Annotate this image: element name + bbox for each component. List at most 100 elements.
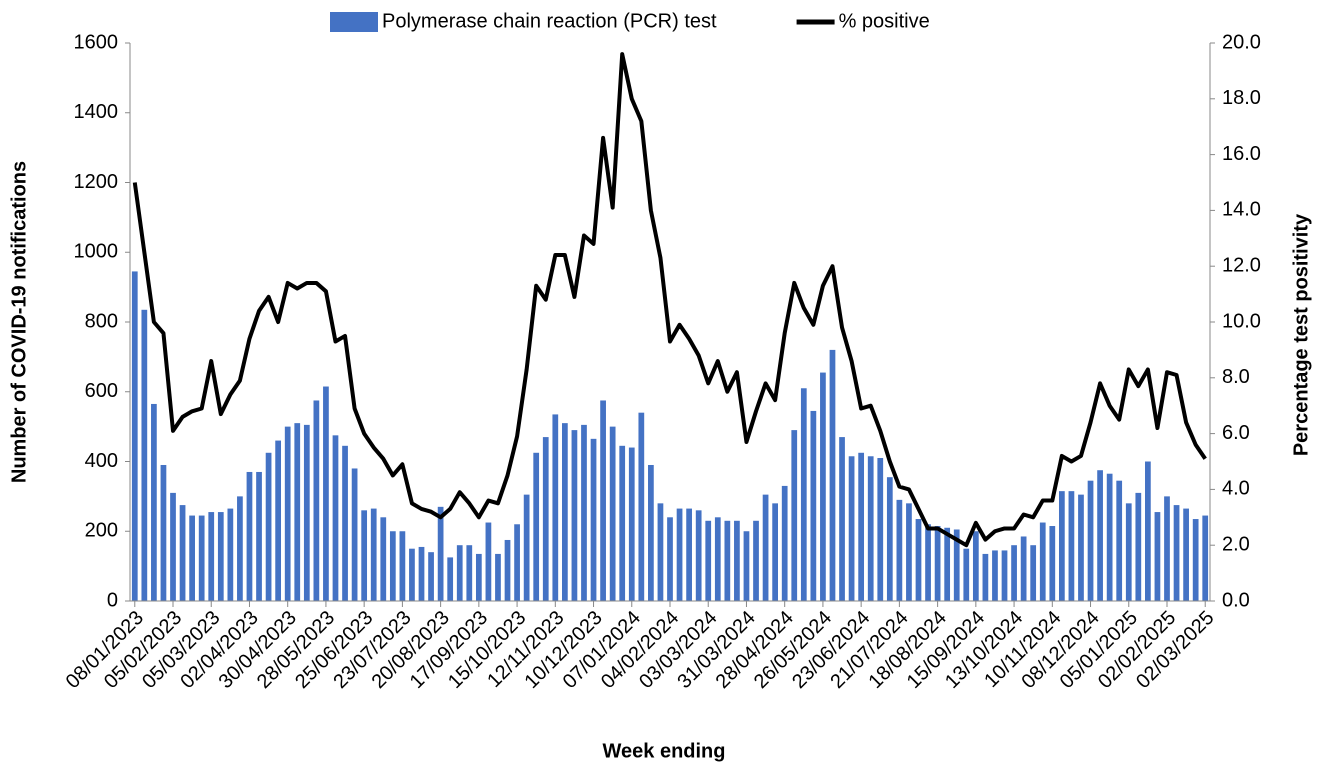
bar	[1125, 503, 1132, 601]
bar	[915, 519, 922, 601]
bar	[552, 414, 559, 601]
legend-label: Polymerase chain reaction (PCR) test	[382, 10, 717, 32]
bar	[1164, 496, 1170, 601]
bar	[437, 506, 444, 601]
bar	[323, 386, 329, 601]
bar	[303, 424, 310, 601]
bar	[380, 517, 387, 601]
bar	[839, 437, 845, 601]
bar	[562, 423, 568, 601]
bar	[934, 526, 941, 601]
bar	[848, 456, 855, 601]
bar	[781, 485, 788, 601]
bar	[1173, 505, 1180, 601]
bar	[514, 524, 520, 601]
bar	[953, 529, 960, 601]
bar	[332, 435, 339, 601]
bar	[179, 505, 186, 601]
bar	[1001, 550, 1008, 601]
bar	[858, 452, 865, 601]
bar	[972, 531, 979, 601]
bar	[418, 546, 425, 601]
bar	[456, 545, 463, 601]
y-tick-label: 600	[85, 380, 118, 402]
bar	[1135, 492, 1142, 601]
bar	[800, 388, 807, 601]
bar	[294, 423, 301, 601]
y-tick-label: 1600	[74, 31, 119, 53]
bar	[714, 517, 721, 601]
bar	[342, 445, 348, 601]
bar	[1011, 545, 1017, 601]
bar	[533, 452, 540, 601]
bar	[1078, 494, 1084, 601]
bar	[734, 520, 740, 601]
bar	[944, 527, 951, 601]
bar	[609, 426, 616, 601]
bar	[256, 471, 262, 601]
bar	[992, 550, 998, 601]
bar	[1183, 508, 1189, 601]
bar	[1068, 491, 1075, 601]
legend-swatch	[330, 12, 378, 32]
bar	[198, 515, 205, 601]
bar	[1154, 512, 1161, 601]
bar	[963, 548, 970, 601]
y-tick-label: 1400	[74, 101, 119, 123]
bar	[351, 468, 358, 601]
bar	[131, 271, 138, 601]
bar	[160, 464, 167, 601]
bar	[1049, 526, 1056, 601]
y-tick-label: 1000	[74, 241, 119, 263]
bar	[504, 539, 511, 601]
bar	[370, 508, 377, 601]
bar	[189, 515, 195, 601]
bar	[571, 430, 578, 601]
bar	[485, 522, 492, 601]
bar	[1087, 480, 1094, 601]
bar	[982, 553, 989, 601]
bar	[886, 477, 893, 601]
y-tick-label: 400	[85, 450, 118, 472]
y2-tick-label: 12.0	[1222, 254, 1261, 276]
bar	[1039, 522, 1046, 601]
bar	[1192, 519, 1199, 601]
y2-tick-label: 4.0	[1222, 478, 1250, 500]
bar	[275, 440, 282, 601]
bar	[428, 552, 434, 601]
bar	[676, 508, 683, 601]
bar	[495, 553, 501, 601]
bar	[762, 494, 769, 601]
bar	[523, 494, 530, 601]
bar	[1202, 515, 1209, 601]
bar	[1097, 470, 1103, 601]
bar	[743, 531, 750, 601]
bar	[409, 548, 415, 601]
bar	[170, 492, 176, 601]
bar	[1020, 536, 1027, 601]
bar	[896, 499, 903, 601]
x-axis-title: Week ending	[603, 740, 726, 762]
bar	[753, 520, 759, 601]
bar	[237, 496, 243, 601]
bar	[1106, 473, 1113, 601]
bar	[1030, 545, 1037, 601]
bar	[600, 400, 606, 601]
bar	[590, 438, 597, 601]
bar	[829, 349, 836, 601]
bar	[399, 531, 406, 601]
bar	[208, 512, 215, 601]
y-tick-label: 200	[85, 520, 118, 542]
bar	[447, 557, 454, 601]
y-tick-label: 0	[107, 589, 118, 611]
y2-tick-label: 16.0	[1222, 143, 1261, 165]
bar	[151, 403, 157, 601]
y2-tick-label: 8.0	[1222, 366, 1250, 388]
y2-tick-label: 6.0	[1222, 422, 1250, 444]
bar	[820, 372, 826, 601]
bar	[466, 545, 473, 601]
y-tick-label: 800	[85, 310, 118, 332]
bar	[475, 553, 482, 601]
bar	[648, 464, 654, 601]
